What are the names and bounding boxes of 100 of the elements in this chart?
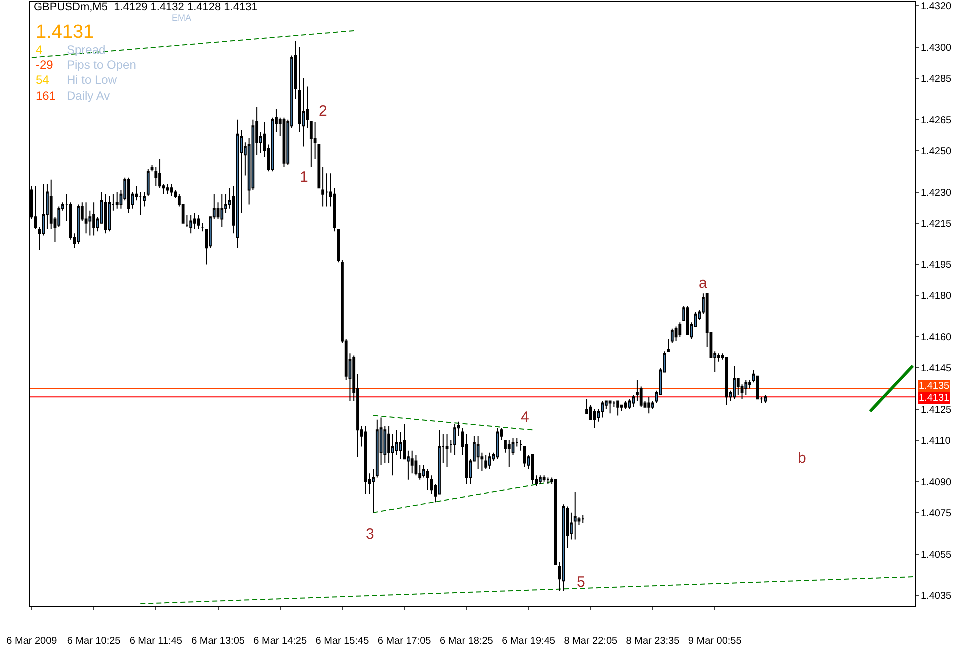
y-tick-label: 1.4300: [921, 43, 952, 54]
candlestick: [170, 184, 174, 197]
candlestick: [733, 366, 736, 400]
annotation: 54: [36, 73, 50, 87]
annotation: 1: [300, 169, 308, 186]
candlestick: [414, 454, 418, 476]
candlestick: [574, 492, 577, 540]
candlestick: [77, 204, 80, 245]
candlestick: [520, 440, 522, 452]
y-tick-label: 1.4180: [921, 291, 952, 302]
candlestick: [92, 202, 96, 236]
candlestick: [166, 184, 170, 195]
x-tick-label: 9 Mar 00:55: [688, 636, 742, 646]
candlestick: [652, 400, 654, 410]
candlestick: [616, 400, 620, 416]
annotation: a: [699, 275, 708, 292]
candlestick: [426, 468, 430, 491]
y-tick-label: 1.4195: [921, 260, 952, 272]
candlestick: [322, 166, 325, 208]
x-tick-label: 6 Mar 18:25: [440, 636, 494, 646]
chart-title: GBPUSDm,M5 1.4129 1.4132 1.4128 1.4131: [34, 2, 258, 14]
candlestick: [128, 177, 130, 214]
candlestick: [508, 440, 511, 468]
candlestick: [678, 322, 682, 338]
annotation: 5: [577, 574, 586, 591]
y-tick-label: 1.4230: [921, 188, 952, 199]
candlestick: [116, 192, 119, 210]
x-tick-label: 6 Mar 13:05: [192, 636, 246, 646]
x-tick-label: 8 Mar 22:05: [564, 636, 618, 646]
annotation: b: [798, 450, 806, 467]
candlestick: [546, 477, 550, 484]
candlestick: [104, 194, 108, 234]
x-tick-label: 6 Mar 11:45: [130, 636, 183, 646]
candlestick: [582, 514, 585, 524]
y-tick-label: 1.4250: [921, 146, 952, 158]
candlestick: [531, 454, 534, 484]
candlestick: [670, 328, 674, 344]
candlestick: [523, 446, 526, 468]
candlestick: [624, 400, 628, 410]
candlestick: [542, 475, 546, 482]
candlestick: [372, 468, 375, 514]
candlestick: [197, 214, 200, 230]
candlestick: [364, 426, 368, 495]
annotation: Pips to Open: [67, 58, 136, 72]
x-tick-label: 8 Mar 23:35: [626, 636, 680, 646]
candlestick: [146, 169, 150, 197]
candlestick: [674, 326, 678, 342]
candlestick: [310, 121, 313, 168]
candlestick: [620, 404, 624, 412]
candlestick: [446, 434, 449, 468]
y-tick-label: 1.4215: [921, 218, 952, 230]
ref-line-label: 1.4135: [919, 381, 950, 392]
candlestick: [648, 396, 651, 414]
annotation: EMA: [172, 13, 192, 23]
annotation: Daily Av: [67, 89, 110, 103]
y-tick-label: 1.4035: [921, 591, 952, 602]
annotation: Hi to Low: [67, 73, 118, 87]
y-tick-label: 1.4125: [921, 404, 952, 416]
annotation: Spread: [67, 43, 106, 57]
candlestick: [476, 436, 480, 470]
candlestick: [632, 394, 636, 408]
x-tick-label: 6 Mar 2009: [6, 636, 58, 646]
y-tick-label: 1.4075: [921, 508, 952, 520]
y-tick-label: 1.4145: [921, 364, 952, 375]
y-tick-label: 1.4055: [921, 550, 952, 561]
annotation: 161: [36, 89, 56, 103]
y-tick-label: 1.4265: [921, 115, 952, 126]
candlestick: [593, 408, 596, 429]
annotation: 2: [319, 103, 328, 120]
candlestick: [194, 212, 196, 230]
annotation: 3: [366, 526, 374, 543]
candlestick: [686, 306, 690, 336]
annotation: 4: [521, 409, 530, 426]
y-tick-label: 1.4090: [921, 477, 952, 488]
ref-line-label: 1.4131: [919, 393, 950, 404]
candlestick: [538, 475, 542, 484]
candlestick: [236, 119, 240, 249]
y-tick-label: 1.4285: [921, 74, 952, 86]
y-tick-label: 1.4160: [921, 332, 952, 344]
candlestick: [376, 419, 379, 478]
y-tick-label: 1.4320: [921, 2, 952, 13]
candlestick: [601, 400, 604, 418]
annotation: -29: [36, 58, 54, 72]
y-tick-label: 1.4110: [921, 436, 952, 448]
x-tick-label: 6 Mar 19:45: [502, 636, 556, 646]
candlestick: [484, 454, 488, 470]
candlestick: [337, 229, 340, 264]
candlestick: [667, 338, 670, 352]
candlestick: [488, 452, 492, 470]
x-tick-label: 6 Mar 10:25: [67, 636, 122, 646]
annotation: 4: [36, 43, 43, 57]
candlestick: [554, 479, 558, 566]
candlestick: [744, 380, 748, 396]
candlestick: [628, 398, 632, 410]
candlestick: [84, 202, 88, 234]
candlestick: [220, 194, 224, 228]
candlestick: [108, 196, 112, 232]
x-tick-label: 6 Mar 14:25: [254, 636, 308, 646]
candlestick: [454, 423, 456, 456]
candlestick: [764, 394, 768, 404]
